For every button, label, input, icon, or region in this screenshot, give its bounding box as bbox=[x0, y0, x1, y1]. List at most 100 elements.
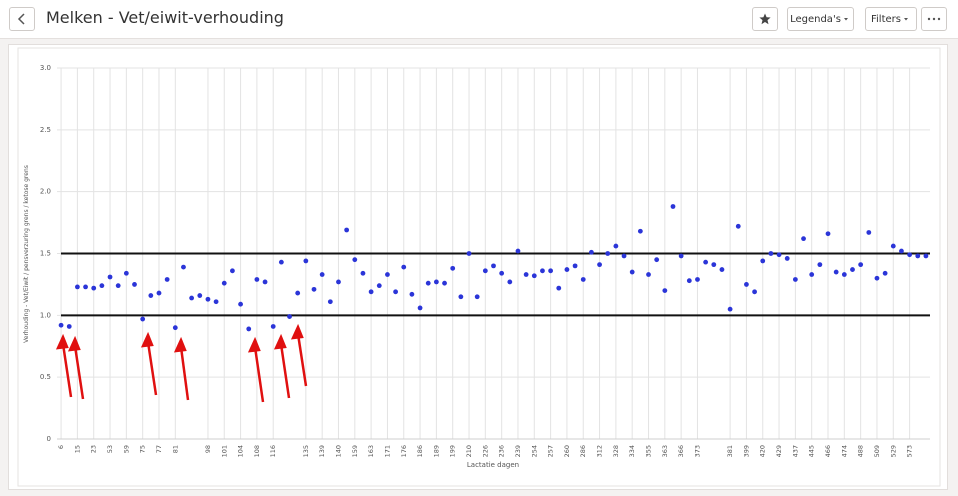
data-point bbox=[442, 280, 447, 286]
data-point bbox=[409, 291, 415, 297]
data-point bbox=[760, 258, 766, 264]
star-icon bbox=[759, 13, 771, 25]
x-tick-label: 6 bbox=[57, 445, 65, 449]
x-axis-title: Lactatie dagen bbox=[467, 461, 519, 469]
more-button[interactable] bbox=[921, 7, 947, 31]
data-point bbox=[254, 277, 260, 282]
data-point bbox=[393, 289, 398, 295]
data-point bbox=[123, 270, 129, 276]
data-point bbox=[874, 275, 880, 281]
data-point bbox=[458, 294, 464, 300]
data-point bbox=[189, 295, 195, 301]
data-point bbox=[809, 272, 815, 277]
data-point bbox=[474, 294, 480, 300]
data-point bbox=[678, 253, 684, 259]
data-point bbox=[507, 279, 513, 285]
x-tick-label: 199 bbox=[449, 445, 457, 457]
x-tick-label: 286 bbox=[579, 445, 587, 457]
x-tick-label: 420 bbox=[759, 445, 767, 457]
y-tick-label: 1.5 bbox=[40, 250, 51, 258]
x-tick-label: 189 bbox=[432, 445, 440, 457]
data-point bbox=[417, 305, 423, 311]
x-tick-label: 75 bbox=[139, 445, 147, 453]
x-tick-label: 81 bbox=[171, 445, 179, 453]
y-tick-label: 0.5 bbox=[40, 373, 51, 381]
data-point bbox=[83, 284, 88, 290]
x-tick-label: 108 bbox=[253, 445, 261, 457]
data-point bbox=[605, 251, 611, 256]
data-point bbox=[817, 262, 823, 268]
data-point bbox=[262, 279, 268, 285]
data-point bbox=[303, 258, 309, 264]
data-point bbox=[278, 259, 284, 265]
data-point bbox=[654, 257, 660, 263]
data-point bbox=[197, 293, 203, 298]
filter-button[interactable]: Filters bbox=[865, 7, 917, 31]
x-tick-label: 236 bbox=[498, 445, 506, 457]
data-point bbox=[637, 228, 643, 234]
x-tick-label: 159 bbox=[351, 445, 359, 457]
x-tick-label: 101 bbox=[220, 445, 228, 457]
favorite-button[interactable] bbox=[752, 7, 778, 31]
data-point bbox=[556, 285, 562, 291]
x-tick-label: 474 bbox=[840, 445, 848, 457]
x-tick-label: 312 bbox=[596, 445, 604, 457]
data-point bbox=[548, 268, 554, 274]
data-point bbox=[295, 290, 301, 296]
data-point bbox=[230, 268, 235, 274]
x-tick-label: 210 bbox=[465, 445, 473, 457]
x-tick-label: 53 bbox=[106, 445, 114, 453]
x-tick-label: 260 bbox=[563, 445, 571, 457]
data-point bbox=[66, 324, 72, 329]
data-point bbox=[238, 301, 243, 307]
data-point bbox=[336, 279, 341, 285]
x-tick-label: 171 bbox=[383, 445, 391, 457]
x-tick-label: 488 bbox=[857, 445, 865, 457]
data-point bbox=[246, 326, 252, 332]
x-tick-label: 573 bbox=[906, 445, 914, 457]
data-point bbox=[327, 299, 333, 305]
data-point bbox=[385, 272, 390, 277]
plot-frame bbox=[17, 47, 941, 487]
filter-button-label: Filters bbox=[871, 13, 901, 25]
x-tick-label: 363 bbox=[661, 445, 669, 457]
data-point bbox=[792, 277, 798, 282]
x-tick-label: 140 bbox=[334, 445, 342, 457]
data-point bbox=[703, 259, 709, 265]
data-point bbox=[572, 263, 578, 269]
x-tick-label: 509 bbox=[873, 445, 881, 457]
data-point bbox=[866, 230, 872, 235]
page-title: Melken - Vet/eiwit-verhouding bbox=[46, 8, 284, 27]
data-point bbox=[662, 288, 668, 293]
x-tick-label: 77 bbox=[155, 445, 163, 453]
data-point bbox=[784, 256, 790, 261]
data-point bbox=[466, 251, 472, 256]
data-point bbox=[107, 274, 113, 280]
data-point bbox=[99, 283, 105, 289]
data-point bbox=[319, 272, 325, 277]
data-point bbox=[344, 227, 350, 233]
x-tick-label: 104 bbox=[237, 445, 245, 457]
data-point bbox=[589, 249, 594, 255]
data-point bbox=[172, 325, 178, 331]
data-point bbox=[858, 262, 864, 268]
data-point bbox=[482, 268, 488, 274]
chart: Verhouding - Vet/Eiwit / pensverzuring g… bbox=[17, 47, 941, 487]
back-button[interactable] bbox=[9, 7, 35, 31]
data-point bbox=[352, 257, 358, 263]
y-tick-label: 1.0 bbox=[40, 311, 51, 319]
legend-button[interactable]: Legenda's bbox=[787, 7, 854, 31]
y-axis-title: Verhouding - Vet/Eiwit / pensverzuring g… bbox=[23, 165, 30, 343]
x-tick-label: 226 bbox=[481, 445, 489, 457]
legend-button-label: Legenda's bbox=[790, 13, 841, 25]
top-bar: Melken - Vet/eiwit-verhouding Legenda's … bbox=[0, 0, 958, 39]
data-point bbox=[287, 314, 292, 319]
caret-icon bbox=[903, 18, 908, 21]
data-point bbox=[646, 272, 651, 277]
data-point bbox=[882, 270, 888, 276]
data-point bbox=[213, 299, 219, 305]
data-point bbox=[450, 265, 456, 271]
x-tick-label: 135 bbox=[302, 445, 310, 457]
data-point bbox=[841, 272, 847, 277]
